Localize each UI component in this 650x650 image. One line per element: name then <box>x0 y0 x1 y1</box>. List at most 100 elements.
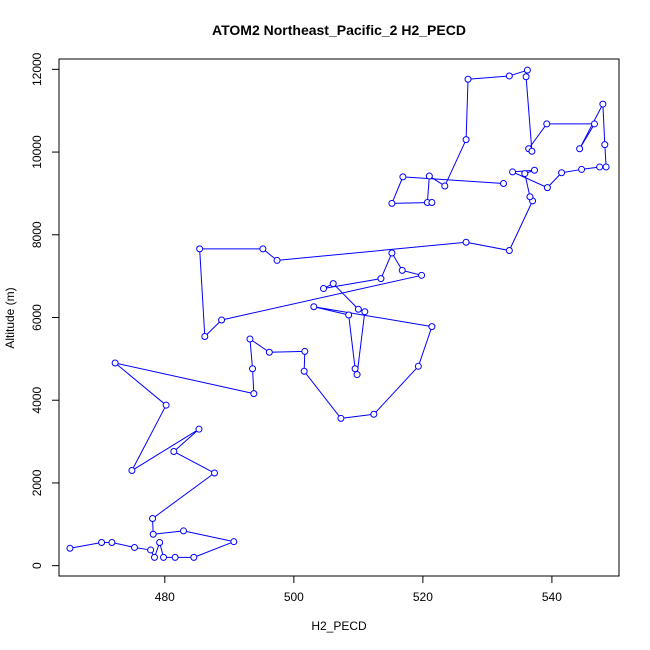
data-point <box>66 544 74 552</box>
series-points <box>66 66 610 561</box>
series-segment <box>221 274 422 321</box>
series-segment <box>602 104 606 145</box>
series-segment <box>249 338 270 353</box>
series-segment <box>252 368 255 394</box>
series-segment <box>152 472 215 519</box>
series-segment <box>114 362 167 406</box>
data-point <box>558 169 566 177</box>
data-point <box>462 238 470 246</box>
data-point <box>578 165 586 173</box>
x-axis-label: H2_PECD <box>311 619 367 633</box>
data-point <box>505 72 513 80</box>
series-segment <box>173 451 215 474</box>
data-point <box>201 333 209 341</box>
series-segment <box>356 311 366 375</box>
data-point <box>345 311 353 319</box>
series-segment <box>465 79 469 140</box>
series-segment <box>199 248 206 337</box>
series-segment <box>153 530 184 535</box>
data-point <box>388 199 396 207</box>
data-point <box>301 347 309 355</box>
data-point <box>218 316 226 324</box>
y-axis-label: Altitude (m) <box>3 287 17 348</box>
series-segment <box>512 171 548 189</box>
data-point <box>180 527 188 535</box>
series-segment <box>332 283 359 310</box>
data-point <box>361 308 369 316</box>
data-point <box>500 179 508 187</box>
data-point <box>399 173 407 181</box>
series-segment <box>115 362 254 395</box>
series-segment <box>604 144 607 167</box>
data-point <box>337 414 345 422</box>
data-point <box>428 323 436 331</box>
series-segment <box>249 338 254 369</box>
data-point <box>354 305 362 313</box>
x-tick-label: 540 <box>542 590 562 604</box>
data-point <box>149 530 157 538</box>
data-point <box>230 538 238 546</box>
data-point <box>170 448 178 456</box>
data-point <box>147 546 155 554</box>
data-point <box>377 275 385 283</box>
data-point <box>596 163 604 171</box>
series-segment <box>173 428 200 452</box>
data-point <box>130 543 138 551</box>
data-point <box>300 367 308 375</box>
x-tick-label: 480 <box>155 590 175 604</box>
data-point <box>418 271 426 279</box>
series-segment <box>131 404 167 471</box>
series-segment <box>131 428 200 471</box>
data-point <box>576 145 584 153</box>
data-point <box>353 371 361 379</box>
data-point <box>590 120 598 128</box>
y-tick-label: 0 <box>30 562 44 569</box>
data-point <box>388 249 396 257</box>
series-segment <box>391 176 404 204</box>
y-tick-label: 8000 <box>30 221 44 248</box>
series-segment <box>508 200 534 251</box>
series-segment <box>524 173 531 197</box>
data-point <box>601 141 609 149</box>
data-point <box>150 553 158 561</box>
data-point <box>523 66 531 74</box>
data-point <box>602 163 610 171</box>
series-segment <box>525 76 533 152</box>
data-point <box>162 401 170 409</box>
series-segment <box>340 413 374 419</box>
data-point <box>160 553 168 561</box>
data-point <box>98 538 106 546</box>
data-point <box>543 120 551 128</box>
plot-frame <box>58 58 620 577</box>
data-point <box>521 170 529 178</box>
series-segment <box>380 252 393 279</box>
series-segment <box>111 542 135 548</box>
y-axis: 0 2000 4000 6000 8000 10000 12000 <box>30 52 60 569</box>
chart-title: ATOM2 Northeast_Pacific_2 H2_PECD <box>212 22 466 38</box>
data-point <box>259 245 267 253</box>
series-segment <box>466 241 510 251</box>
series-segment <box>402 176 504 184</box>
data-point <box>428 199 436 207</box>
data-point <box>108 538 116 546</box>
data-point <box>111 359 119 367</box>
data-point <box>210 469 218 477</box>
data-point <box>128 467 136 475</box>
data-point <box>246 335 254 343</box>
series-segment <box>204 319 222 337</box>
data-point <box>543 184 551 192</box>
x-tick-label: 520 <box>413 590 433 604</box>
data-point <box>351 365 359 373</box>
data-point <box>265 348 273 356</box>
data-point <box>329 280 337 288</box>
x-axis: 480 500 520 540 <box>155 575 562 604</box>
y-tick-label: 10000 <box>30 135 44 169</box>
data-point <box>190 553 198 561</box>
data-point <box>196 245 204 253</box>
y-tick-label: 2000 <box>30 469 44 496</box>
series-segment <box>417 326 433 367</box>
y-tick-label: 6000 <box>30 304 44 331</box>
data-point <box>599 100 607 108</box>
data-point <box>310 303 318 311</box>
